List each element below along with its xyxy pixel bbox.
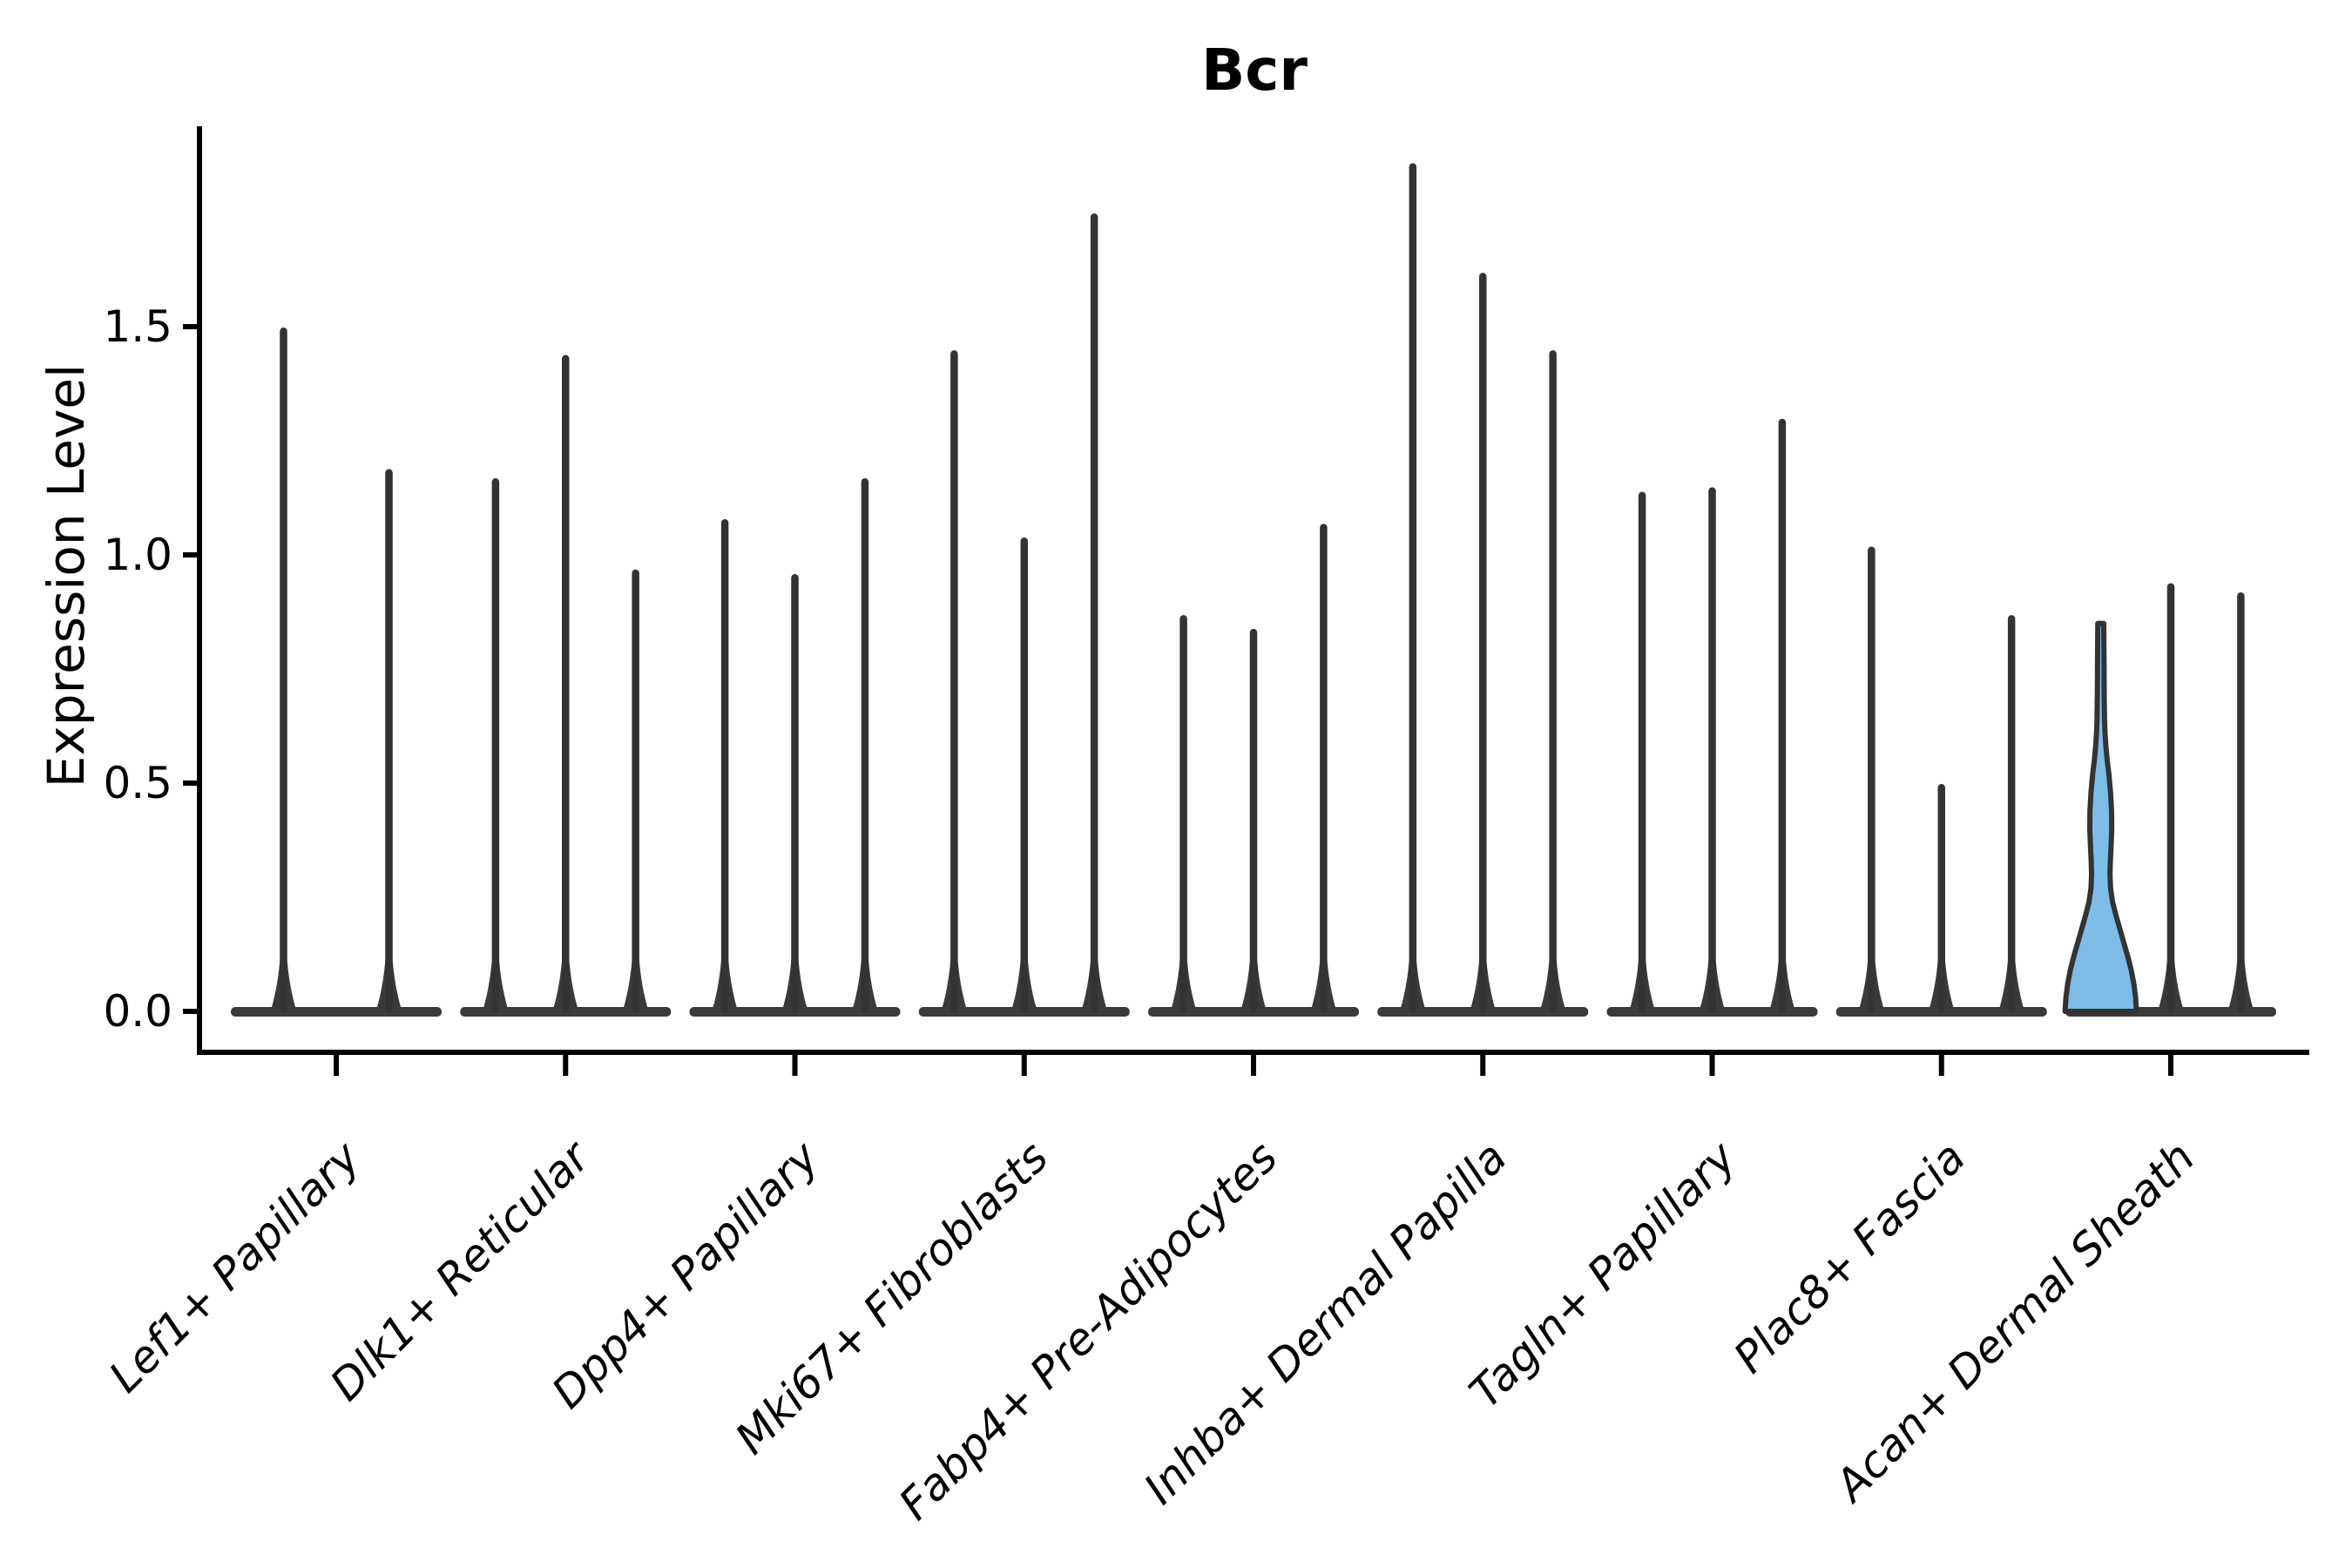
chart-title: Bcr bbox=[1201, 37, 1308, 104]
x-tick-label-8: Acan+ Dermal Sheath bbox=[1824, 1132, 2205, 1512]
highlight-violin bbox=[2062, 620, 2139, 1014]
x-tick-label-7: Plac8+ Fascia bbox=[1724, 1132, 1975, 1382]
y-tick-label-0: 0.0 bbox=[103, 986, 172, 1037]
x-tick-label-4: Fabp4+ Pre-Adipocytes bbox=[889, 1132, 1288, 1530]
y-tick-label-3: 1.5 bbox=[103, 301, 172, 352]
y-tick-label-1: 0.5 bbox=[103, 758, 172, 808]
violin-baseband-0 bbox=[231, 1007, 442, 1017]
x-tick-label-0: Lef1+ Papillary bbox=[99, 1131, 370, 1402]
y-tick-label-2: 1.0 bbox=[103, 530, 172, 580]
x-tick-label-5: Inhba+ Dermal Papilla bbox=[1134, 1132, 1516, 1513]
